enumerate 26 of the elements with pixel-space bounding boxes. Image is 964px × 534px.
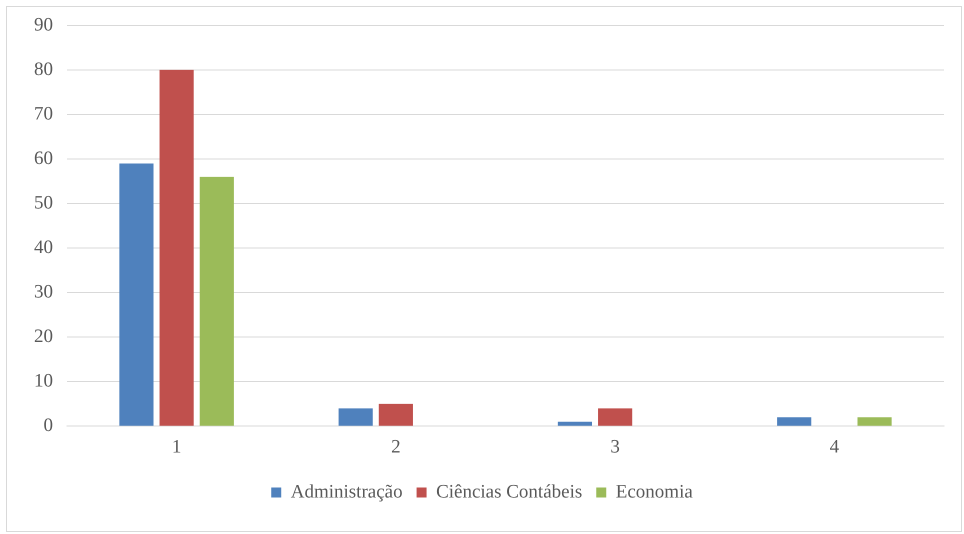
bar — [378, 404, 413, 426]
y-tick-label: 70 — [34, 103, 53, 124]
y-tick-label: 60 — [34, 148, 53, 169]
x-tick-label: 3 — [610, 436, 620, 458]
y-tick-label: 90 — [34, 14, 53, 36]
legend-label: Economia — [616, 481, 694, 502]
bar — [777, 417, 812, 426]
x-tick-label: 4 — [830, 436, 840, 458]
y-tick-label: 0 — [44, 415, 53, 436]
bar — [598, 408, 632, 426]
bar — [857, 417, 892, 426]
bar — [160, 70, 194, 426]
legend-label: Ciências Contábeis — [436, 481, 582, 502]
bar — [119, 163, 154, 426]
x-tick-label: 1 — [172, 436, 182, 458]
y-tick-label: 30 — [34, 282, 53, 303]
bar — [558, 422, 592, 426]
y-tick-label: 50 — [34, 192, 53, 214]
bar — [338, 408, 373, 426]
x-tick-label: 2 — [391, 436, 401, 458]
y-tick-label: 40 — [34, 237, 53, 258]
y-tick-label: 10 — [34, 370, 53, 392]
y-tick-label: 20 — [34, 326, 53, 348]
legend-label: Administração — [290, 481, 403, 502]
bar — [200, 176, 234, 426]
y-tick-label: 80 — [34, 58, 53, 80]
